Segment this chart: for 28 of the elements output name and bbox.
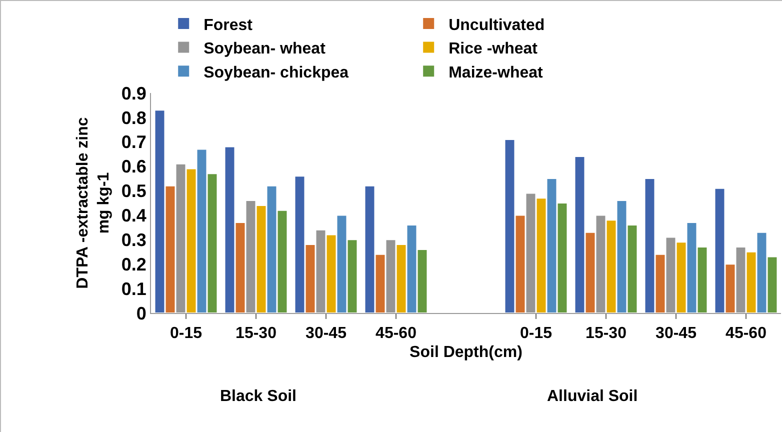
y-tick-label: 0.8 [121, 108, 146, 128]
y-tick-label: 0.4 [121, 206, 146, 226]
text: Alluvial Soil [547, 388, 638, 405]
x-tick-label: 45-60 [726, 325, 767, 342]
y-tick-label: 0.6 [121, 156, 146, 177]
x-tick-label: 15-30 [236, 325, 277, 342]
x-tick-label: 30-45 [306, 325, 347, 342]
x-axis-title: Soil Depth(cm) [410, 344, 522, 361]
y-tick-label: 0.2 [121, 254, 146, 274]
x-tick-label: 45-60 [376, 325, 417, 342]
y-axis-title: DTPA -extractable zinc mg kg-1 [74, 117, 112, 289]
y-tick-label: 0 [136, 303, 146, 324]
x-tick-label: 0-15 [170, 325, 202, 342]
x-tick-label: 0-15 [520, 325, 552, 342]
legend-label: Maize-wheat [448, 64, 544, 82]
legend-label: Soybean- chickpea [204, 64, 349, 82]
y-tick-label: 0.9 [121, 83, 146, 104]
y-tick-label: 0.1 [121, 278, 146, 299]
y-tick-label: 0.3 [121, 230, 146, 250]
x-tick-label: 15-30 [586, 325, 627, 342]
y-tick-label: 0.7 [121, 132, 146, 152]
legend-label: Rice -wheat [448, 40, 538, 58]
legend-label: Uncultivated [448, 16, 545, 34]
legend-label: Forest [204, 16, 254, 34]
text: Black Soil [220, 388, 296, 405]
x-tick-label: 30-45 [656, 325, 697, 342]
y-tick-label: 0.5 [121, 181, 146, 202]
legend-label: Soybean- wheat [204, 40, 326, 58]
